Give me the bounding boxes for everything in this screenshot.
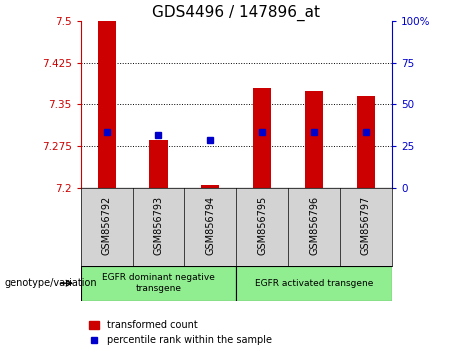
Bar xyxy=(98,21,116,188)
Title: GDS4496 / 147896_at: GDS4496 / 147896_at xyxy=(152,5,320,21)
Text: EGFR activated transgene: EGFR activated transgene xyxy=(255,279,373,288)
Bar xyxy=(357,96,375,188)
Bar xyxy=(81,266,236,301)
Bar xyxy=(253,88,271,188)
Bar xyxy=(201,185,219,188)
Text: GSM856794: GSM856794 xyxy=(205,195,215,255)
Legend: transformed count, percentile rank within the sample: transformed count, percentile rank withi… xyxy=(86,316,276,349)
Text: GSM856796: GSM856796 xyxy=(309,195,319,255)
Bar xyxy=(305,91,323,188)
Text: GSM856793: GSM856793 xyxy=(154,195,164,255)
Text: EGFR dominant negative
transgene: EGFR dominant negative transgene xyxy=(102,274,215,293)
Text: genotype/variation: genotype/variation xyxy=(5,278,97,288)
Text: GSM856792: GSM856792 xyxy=(101,195,112,255)
Text: GSM856795: GSM856795 xyxy=(257,195,267,255)
Text: GSM856797: GSM856797 xyxy=(361,195,371,255)
Bar xyxy=(236,266,392,301)
Bar xyxy=(149,141,167,188)
